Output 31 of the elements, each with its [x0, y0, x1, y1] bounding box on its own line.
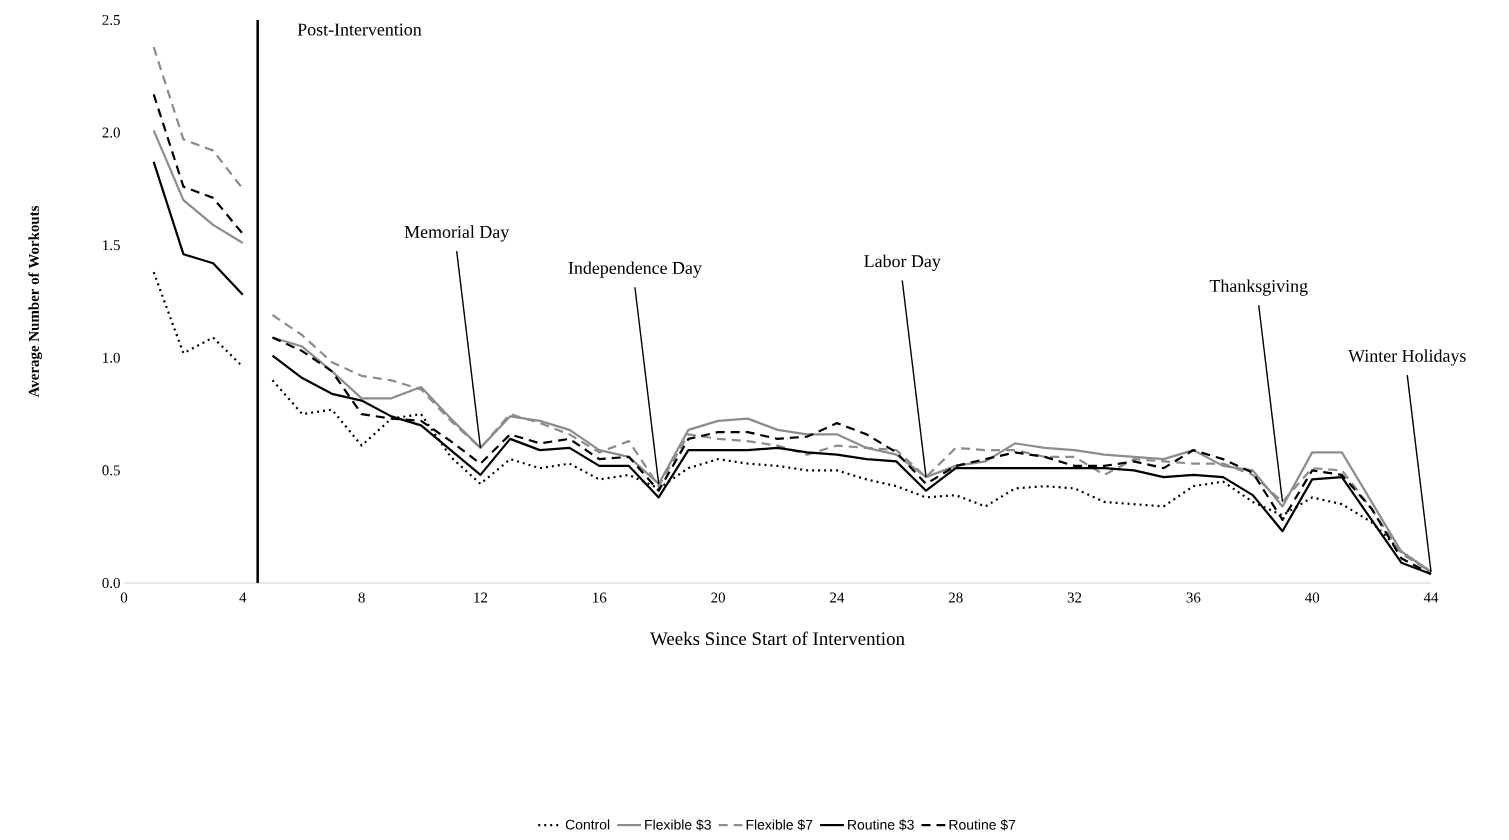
legend-label: Flexible $7 — [746, 819, 813, 831]
annotation: Thanksgiving — [1209, 279, 1308, 296]
x-axis-title: Weeks Since Start of Intervention — [650, 631, 905, 646]
x-tick-label: 44 — [1423, 592, 1439, 603]
y-tick-label: 2.5 — [102, 14, 120, 26]
x-tick-label: 0 — [120, 592, 128, 603]
legend-label: Flexible $3 — [645, 819, 711, 831]
y-tick-label: 1.5 — [103, 240, 120, 251]
legend-label: Control — [565, 819, 610, 830]
x-tick-label: 16 — [593, 592, 607, 603]
x-tick-label: 12 — [474, 592, 488, 603]
ref-line-label: Post-Intervention — [297, 23, 422, 36]
x-tick-label: 28 — [948, 592, 963, 603]
y-tick-label: 0.0 — [102, 577, 120, 589]
x-tick-label: 20 — [711, 592, 725, 603]
x-tick-label: 8 — [358, 592, 365, 603]
y-tick-label: 1.0 — [103, 352, 120, 363]
legend-label: Routine $7 — [949, 819, 1016, 831]
x-tick-label: 32 — [1067, 592, 1082, 603]
y-tick-label: 2.0 — [102, 127, 120, 138]
annotation: Memorial Day — [404, 225, 510, 242]
y-axis-title: Average Number of Workouts — [28, 205, 43, 398]
annotation: Winter Holidays — [1348, 349, 1466, 366]
x-tick-label: 40 — [1305, 592, 1320, 603]
x-tick-label: 36 — [1186, 592, 1201, 603]
x-tick-label: 4 — [239, 592, 247, 603]
y-tick-label: 0.5 — [102, 465, 120, 476]
annotation: Labor Day — [864, 254, 941, 271]
legend-label: Routine $3 — [848, 819, 914, 831]
x-tick-label: 24 — [830, 592, 845, 603]
annotation: Independence Day — [568, 261, 702, 278]
